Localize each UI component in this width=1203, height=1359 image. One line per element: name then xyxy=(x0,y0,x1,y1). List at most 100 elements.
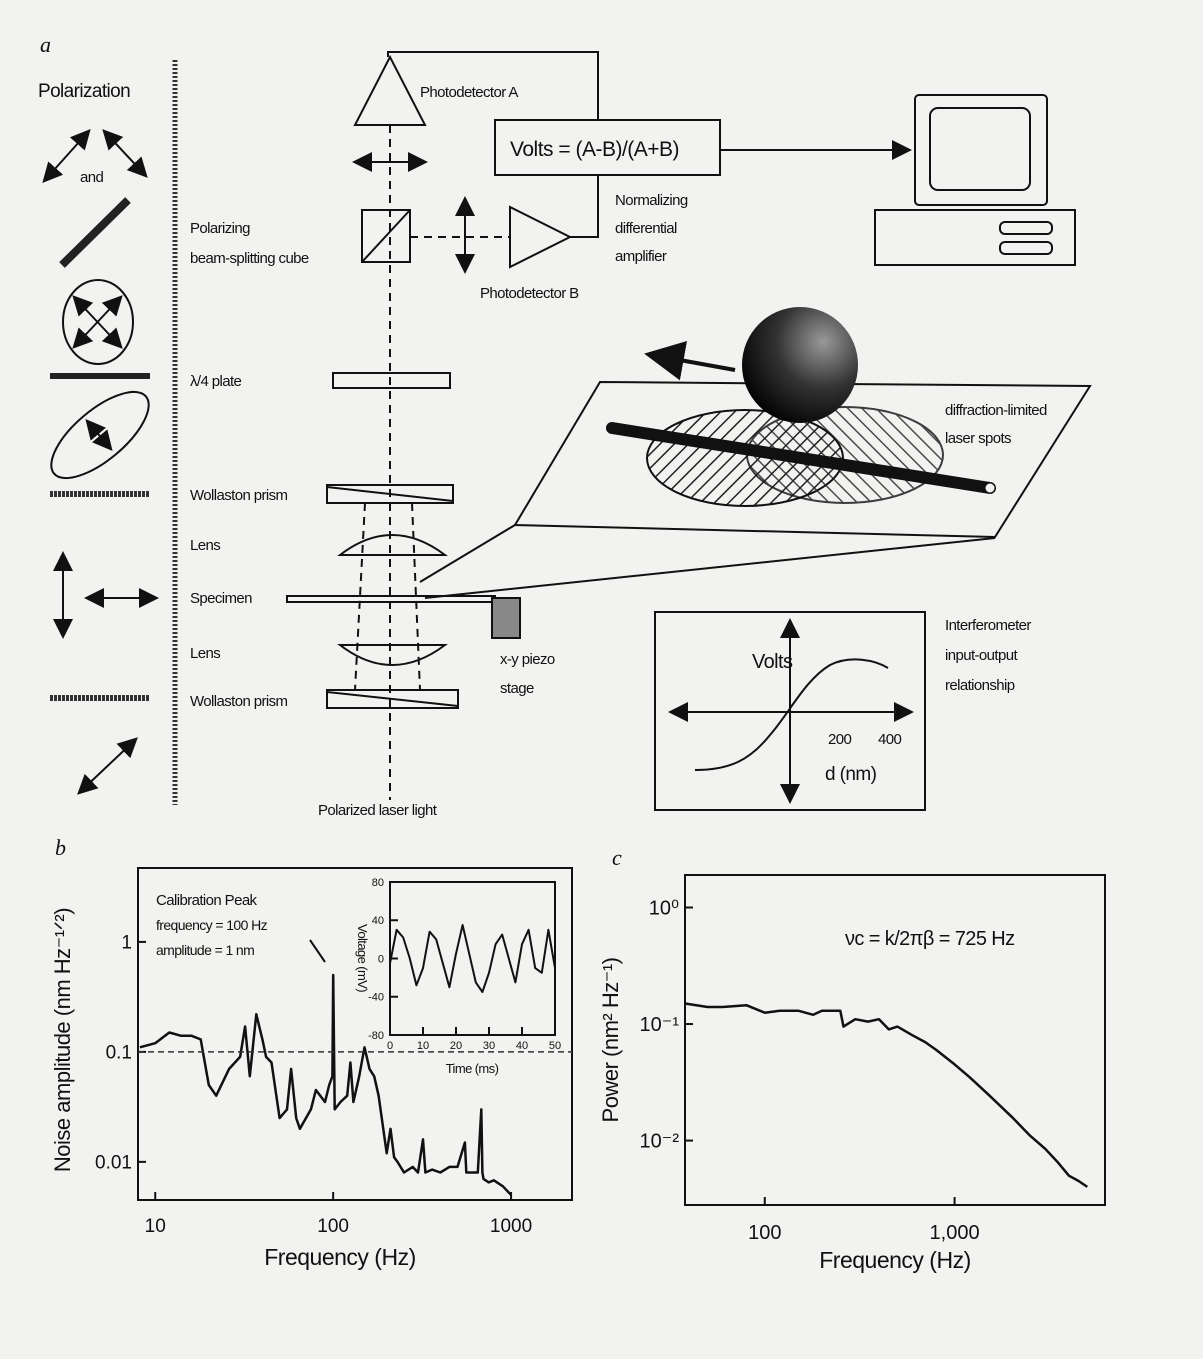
piezo-stage xyxy=(491,597,521,639)
formula-text: Volts = (A-B)/(A+B) xyxy=(510,138,679,161)
laser-label: Polarized laser light xyxy=(318,802,438,819)
interferometer-label-1: Interferometer xyxy=(945,617,1031,634)
piezo-label-1: x-y piezo xyxy=(500,651,555,668)
inset-y-tick-label: 0 xyxy=(378,953,384,965)
inset-y-tick-label: -80 xyxy=(368,1030,384,1042)
inset-chart: 0 10 20 30 40 50 80 40 0 -40 -80 xyxy=(368,877,561,1052)
inset-series-line xyxy=(389,924,556,993)
inset-x-tick-label: 40 xyxy=(516,1040,528,1052)
diagonal-arrow-icon xyxy=(102,129,148,178)
specimen-slide xyxy=(286,595,496,603)
photodetector-b-icon xyxy=(509,205,573,269)
wollaston-top-label: Wollaston prism xyxy=(190,487,288,504)
wollaston-prism-bottom xyxy=(326,689,459,709)
wollaston-prism-top xyxy=(326,484,454,504)
inset-x-tick-label: 50 xyxy=(549,1040,561,1052)
c-series-line xyxy=(684,1002,1089,1188)
b-y-tick-label: 0.01 xyxy=(95,1153,132,1174)
diagonal-arrow-icon xyxy=(42,129,91,183)
computer-icon xyxy=(874,94,1076,266)
io-tick-200: 200 xyxy=(828,731,851,748)
annotation-line-3: amplitude = 1 nm xyxy=(156,942,254,958)
formula-box xyxy=(494,119,721,176)
linear-polarization-bar xyxy=(59,197,131,268)
b-x-tick-label: 100 xyxy=(317,1216,349,1237)
wollaston-bottom-label: Wollaston prism xyxy=(190,693,288,710)
inset-x-tick-label: 10 xyxy=(417,1040,429,1052)
piezo-label-2: stage xyxy=(500,680,534,697)
y-axis-label-c: Power (nm² Hz⁻¹) xyxy=(598,958,623,1123)
quarter-wave-plate xyxy=(332,372,451,389)
c-y-tick-label: 10⁻¹ xyxy=(640,1014,680,1036)
cube-label-1: Polarizing xyxy=(190,220,250,237)
inset-y-tick-label: 40 xyxy=(372,915,384,927)
b-x-tick-label: 1000 xyxy=(490,1216,532,1237)
microtubule-rod xyxy=(606,422,996,494)
diagonal-arrow-icon xyxy=(77,737,138,795)
b-y-tick-label: 1 xyxy=(121,933,132,954)
amplifier-label-2: differential xyxy=(615,220,677,237)
panel-label-a: a xyxy=(40,32,51,57)
panel-label-b: b xyxy=(55,835,66,860)
io-relationship-graph: Volts 200 400 d (nm) xyxy=(654,611,926,811)
c-x-tick-label: 100 xyxy=(748,1222,781,1244)
lens-top xyxy=(337,534,448,556)
io-tick-400: 400 xyxy=(878,731,901,748)
interferometer-label-2: input-output xyxy=(945,647,1018,664)
c-y-tick-label: 10⁰ xyxy=(649,897,679,919)
interferometer-label-3: relationship xyxy=(945,677,1015,694)
specimen-plane xyxy=(513,380,1092,539)
inset-y-label: Voltage (mV) xyxy=(355,924,370,992)
b-series-line xyxy=(139,973,513,1196)
x-axis-label-c: Frequency (Hz) xyxy=(819,1247,970,1273)
x-axis-label-b: Frequency (Hz) xyxy=(264,1244,415,1270)
split-beam-left xyxy=(354,502,366,691)
corner-frequency-annotation: νc = k/2πβ = 725 Hz xyxy=(845,928,1015,950)
io-xlabel: d (nm) xyxy=(825,764,877,785)
io-ylabel: Volts xyxy=(752,651,793,673)
inset-y-tick-label: 80 xyxy=(372,877,384,889)
lens-top-label: Lens xyxy=(190,537,220,554)
inset-x-tick-label: 30 xyxy=(483,1040,495,1052)
inset-frame xyxy=(389,881,556,1036)
panel-b-noise-chart: b Calibration Peak frequency = 100 Hz am… xyxy=(50,835,573,1270)
panel-c-power-chart: c νc = k/2πβ = 725 Hz Frequency (Hz) Pow… xyxy=(598,845,1106,1273)
lens-bottom xyxy=(337,644,448,666)
c-y-tick-label: 10⁻² xyxy=(640,1131,680,1153)
quarter-plate-label: λ/4 plate xyxy=(190,373,242,390)
annotation-line-2: frequency = 100 Hz xyxy=(156,917,268,933)
motion-arrow xyxy=(644,341,736,381)
lens-bottom-label: Lens xyxy=(190,645,220,662)
photodetector-a-label: Photodetector A xyxy=(420,84,518,101)
b-x-tick-label: 10 xyxy=(145,1216,166,1237)
inset-x-tick-label: 20 xyxy=(450,1040,462,1052)
wire-a xyxy=(387,51,599,120)
polarization-symbols: and xyxy=(42,129,159,795)
bead-sphere xyxy=(742,307,858,423)
annotation-pointer xyxy=(309,939,326,963)
amplifier-label-1: Normalizing xyxy=(615,192,688,209)
panel-label-c: c xyxy=(612,845,622,870)
io-curve xyxy=(694,658,889,771)
panel-a: a Polarization and Photodetector A Vo xyxy=(38,32,1092,819)
polarization-title: Polarization xyxy=(38,81,130,102)
plot-frame-b xyxy=(137,867,573,1201)
circular-polarization-icon xyxy=(62,279,134,365)
y-axis-label-b: Noise amplitude (nm Hz⁻¹ᐟ²) xyxy=(50,908,75,1172)
photodetector-b-label: Photodetector B xyxy=(480,285,579,302)
b-y-tick-label: 0.1 xyxy=(106,1043,132,1064)
amplifier-label-3: amplifier xyxy=(615,248,667,265)
inset-x-tick-label: 0 xyxy=(387,1040,393,1052)
plot-frame-c xyxy=(684,874,1106,1206)
inset-x-label: Time (ms) xyxy=(446,1061,499,1076)
c-x-tick-label: 1,000 xyxy=(930,1222,980,1244)
split-beam-right xyxy=(411,502,421,691)
cube-label-2: beam-splitting cube xyxy=(190,250,309,267)
inset-y-tick-label: -40 xyxy=(368,992,384,1004)
spots-label-1: diffraction-limited xyxy=(945,402,1047,419)
annotation-line-1: Calibration Peak xyxy=(156,892,258,909)
wire-b xyxy=(570,175,599,238)
and-label: and xyxy=(80,169,103,186)
photodetector-a-icon xyxy=(353,54,427,126)
